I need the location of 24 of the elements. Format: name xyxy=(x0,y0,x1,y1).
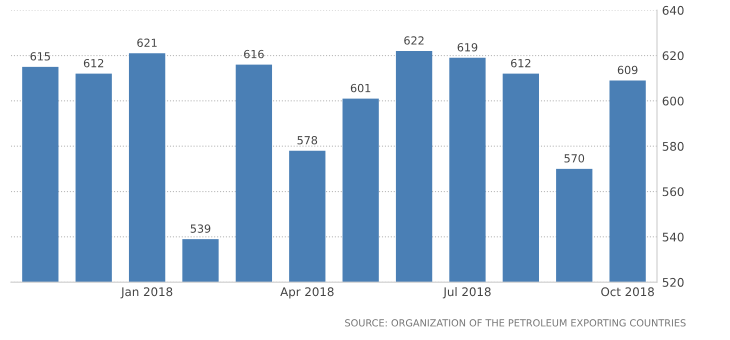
data-label: 616 xyxy=(244,50,264,58)
x-tick-label: Apr 2018 xyxy=(280,287,334,298)
x-tick-label: Oct 2018 xyxy=(601,287,654,296)
y-tick-label: 600 xyxy=(662,96,684,106)
data-label: 622 xyxy=(404,36,424,45)
data-label: 621 xyxy=(137,38,157,47)
data-label: 570 xyxy=(564,154,584,163)
data-label: 615 xyxy=(30,52,50,61)
x-tick-label: Jan 2018 xyxy=(120,287,172,298)
x-tick-label: Jul 2018 xyxy=(442,287,491,298)
source-note: SOURCE: ORGANIZATION OF THE PETROLEUM EXPORTING COUNTRIES xyxy=(345,319,686,327)
data-label: 612 xyxy=(84,58,104,68)
data-label: 612 xyxy=(511,58,530,68)
data-label: 539 xyxy=(190,224,210,233)
y-tick-label: 560 xyxy=(662,187,684,196)
data-label: 578 xyxy=(298,136,318,144)
y-tick-label: 620 xyxy=(662,51,684,60)
y-tick-label: 580 xyxy=(662,142,684,151)
y-tick-label: 540 xyxy=(662,232,684,242)
data-label: 601 xyxy=(350,84,370,92)
data-label: 609 xyxy=(618,66,638,74)
y-tick-label: 520 xyxy=(662,278,684,287)
y-tick-label: 640 xyxy=(662,6,684,15)
data-label: 619 xyxy=(458,43,478,52)
